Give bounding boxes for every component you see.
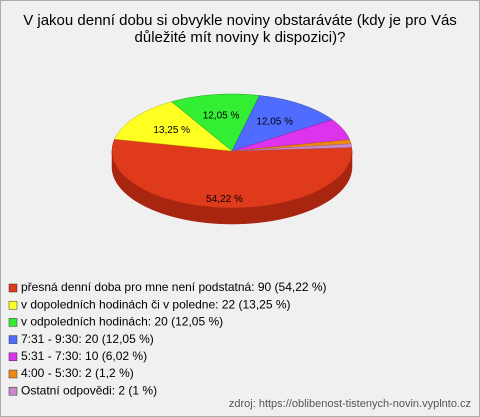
legend-swatch <box>8 369 18 379</box>
legend-swatch <box>8 318 18 327</box>
chart-title: V jakou denní dobu si obvykle noviny obs… <box>23 12 457 46</box>
legend-swatch <box>8 386 18 396</box>
legend-swatch <box>8 335 18 344</box>
legend-label: v dopoledních hodinách či v poledne: 22 … <box>21 297 291 311</box>
slice-label: 13,25 % <box>153 125 190 136</box>
slice-label: 54,22 % <box>206 194 243 205</box>
source: zdroj: https://oblibenost-tistenych-novi… <box>228 398 471 410</box>
pie-slice <box>231 119 350 152</box>
legend-label: 4:00 - 5:30: 2 (1,2 %) <box>21 366 134 380</box>
legend-swatch <box>8 300 18 310</box>
legend-swatch <box>8 283 18 293</box>
slice-label: 12,05 % <box>256 117 293 128</box>
pie-slice <box>111 138 353 209</box>
slice-label: 12,05 % <box>203 111 240 122</box>
pie-slice <box>231 95 333 152</box>
legend-label: 5:31 - 7:30: 10 (6,02 %) <box>21 349 147 363</box>
legend-label: 7:31 - 9:30: 20 (12,05 %) <box>21 332 154 346</box>
legend-label: v odpoledních hodinách: 20 (12,05 %) <box>21 315 223 329</box>
legend-label: Ostatní odpovědi: 2 (1 %) <box>21 383 157 397</box>
pie-slice <box>171 93 260 152</box>
legend-label: přesná denní doba pro mne není podstatná… <box>21 280 327 294</box>
pie-slice <box>114 101 233 152</box>
legend-swatch <box>8 352 18 362</box>
pie-slice <box>231 143 353 152</box>
